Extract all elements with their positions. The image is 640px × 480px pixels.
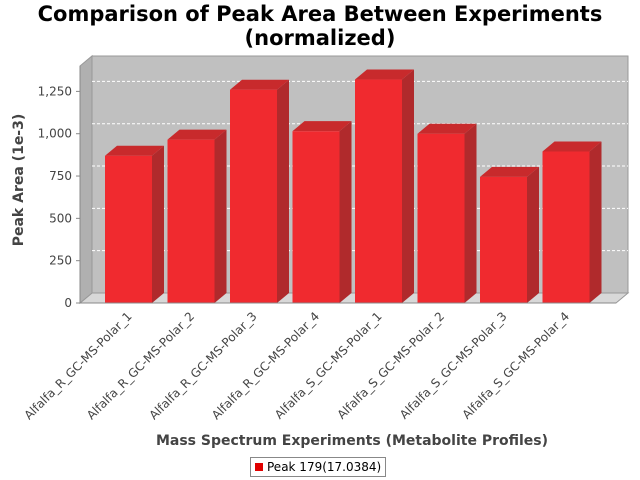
x-tick-label: Alfalfa_S_GC-MS-Polar_4 <box>459 309 572 422</box>
bar <box>417 123 477 303</box>
bar-side <box>402 69 414 304</box>
bar <box>355 69 414 304</box>
legend-label: Peak 179(17.0384) <box>267 460 382 474</box>
y-tick-label: 250 <box>49 254 72 268</box>
bars <box>105 69 602 304</box>
y-tick-label: 0 <box>64 296 72 310</box>
x-axis-label: Mass Spectrum Experiments (Metabolite Pr… <box>156 433 548 449</box>
y-tick-label: 500 <box>49 211 72 225</box>
x-tick-label: Alfalfa_S_GC-MS-Polar_3 <box>397 309 510 422</box>
bar-top <box>230 79 289 90</box>
bar-front <box>542 151 590 303</box>
y-tick-label: 750 <box>49 169 72 183</box>
bar-top <box>542 141 602 152</box>
bar-front <box>355 79 402 304</box>
bar-top <box>355 69 414 80</box>
bar <box>480 166 539 303</box>
bar-top <box>480 166 539 177</box>
bar-top <box>167 129 227 140</box>
bar <box>230 79 289 303</box>
bar-front <box>417 133 465 303</box>
legend-swatch <box>255 463 263 471</box>
bar <box>105 145 164 303</box>
x-tick-label: Alfalfa_R_GC-MS-Polar_2 <box>84 309 197 422</box>
bar-front <box>105 155 152 303</box>
bar-front <box>292 131 340 303</box>
y-axis-label: Peak Area (1e-3) <box>11 114 27 247</box>
x-axis-ticks: Alfalfa_R_GC-MS-Polar_1Alfalfa_R_GC-MS-P… <box>21 309 572 422</box>
bar <box>167 129 227 303</box>
bar-side <box>527 166 539 303</box>
chart-title: Comparison of Peak Area Between Experime… <box>0 2 640 50</box>
x-tick-label: Alfalfa_R_GC-MS-Polar_1 <box>21 309 134 422</box>
bar-top <box>292 121 352 132</box>
x-tick-label: Alfalfa_S_GC-MS-Polar_2 <box>334 309 447 422</box>
bar-front <box>480 176 527 303</box>
x-tick-label: Alfalfa_S_GC-MS-Polar_1 <box>272 309 385 422</box>
legend: Peak 179(17.0384) <box>250 457 387 477</box>
bar <box>542 141 602 303</box>
bar-side <box>464 123 477 303</box>
bar <box>292 121 352 303</box>
bar-side <box>152 145 164 303</box>
bar-side <box>339 121 352 303</box>
bar-side <box>277 79 289 303</box>
plot-left-wall <box>79 54 93 305</box>
bar-top <box>417 123 477 134</box>
y-tick-label: 1,000 <box>38 127 72 141</box>
bar-side <box>589 141 602 303</box>
x-tick-label: Alfalfa_R_GC-MS-Polar_4 <box>209 309 322 422</box>
bar-top <box>105 145 164 156</box>
bar-front <box>167 139 215 303</box>
chart-title-line-1: Comparison of Peak Area Between Experime… <box>37 2 603 26</box>
y-axis-ticks: 0 250 500 750 1,000 1,250 <box>38 84 80 310</box>
bar-front <box>230 89 277 303</box>
bar-side <box>214 129 227 303</box>
axes <box>79 66 616 304</box>
chart-title-line-2: (normalized) <box>244 26 396 50</box>
x-tick-label: Alfalfa_R_GC-MS-Polar_3 <box>146 309 259 422</box>
y-tick-label: 1,250 <box>38 84 72 98</box>
